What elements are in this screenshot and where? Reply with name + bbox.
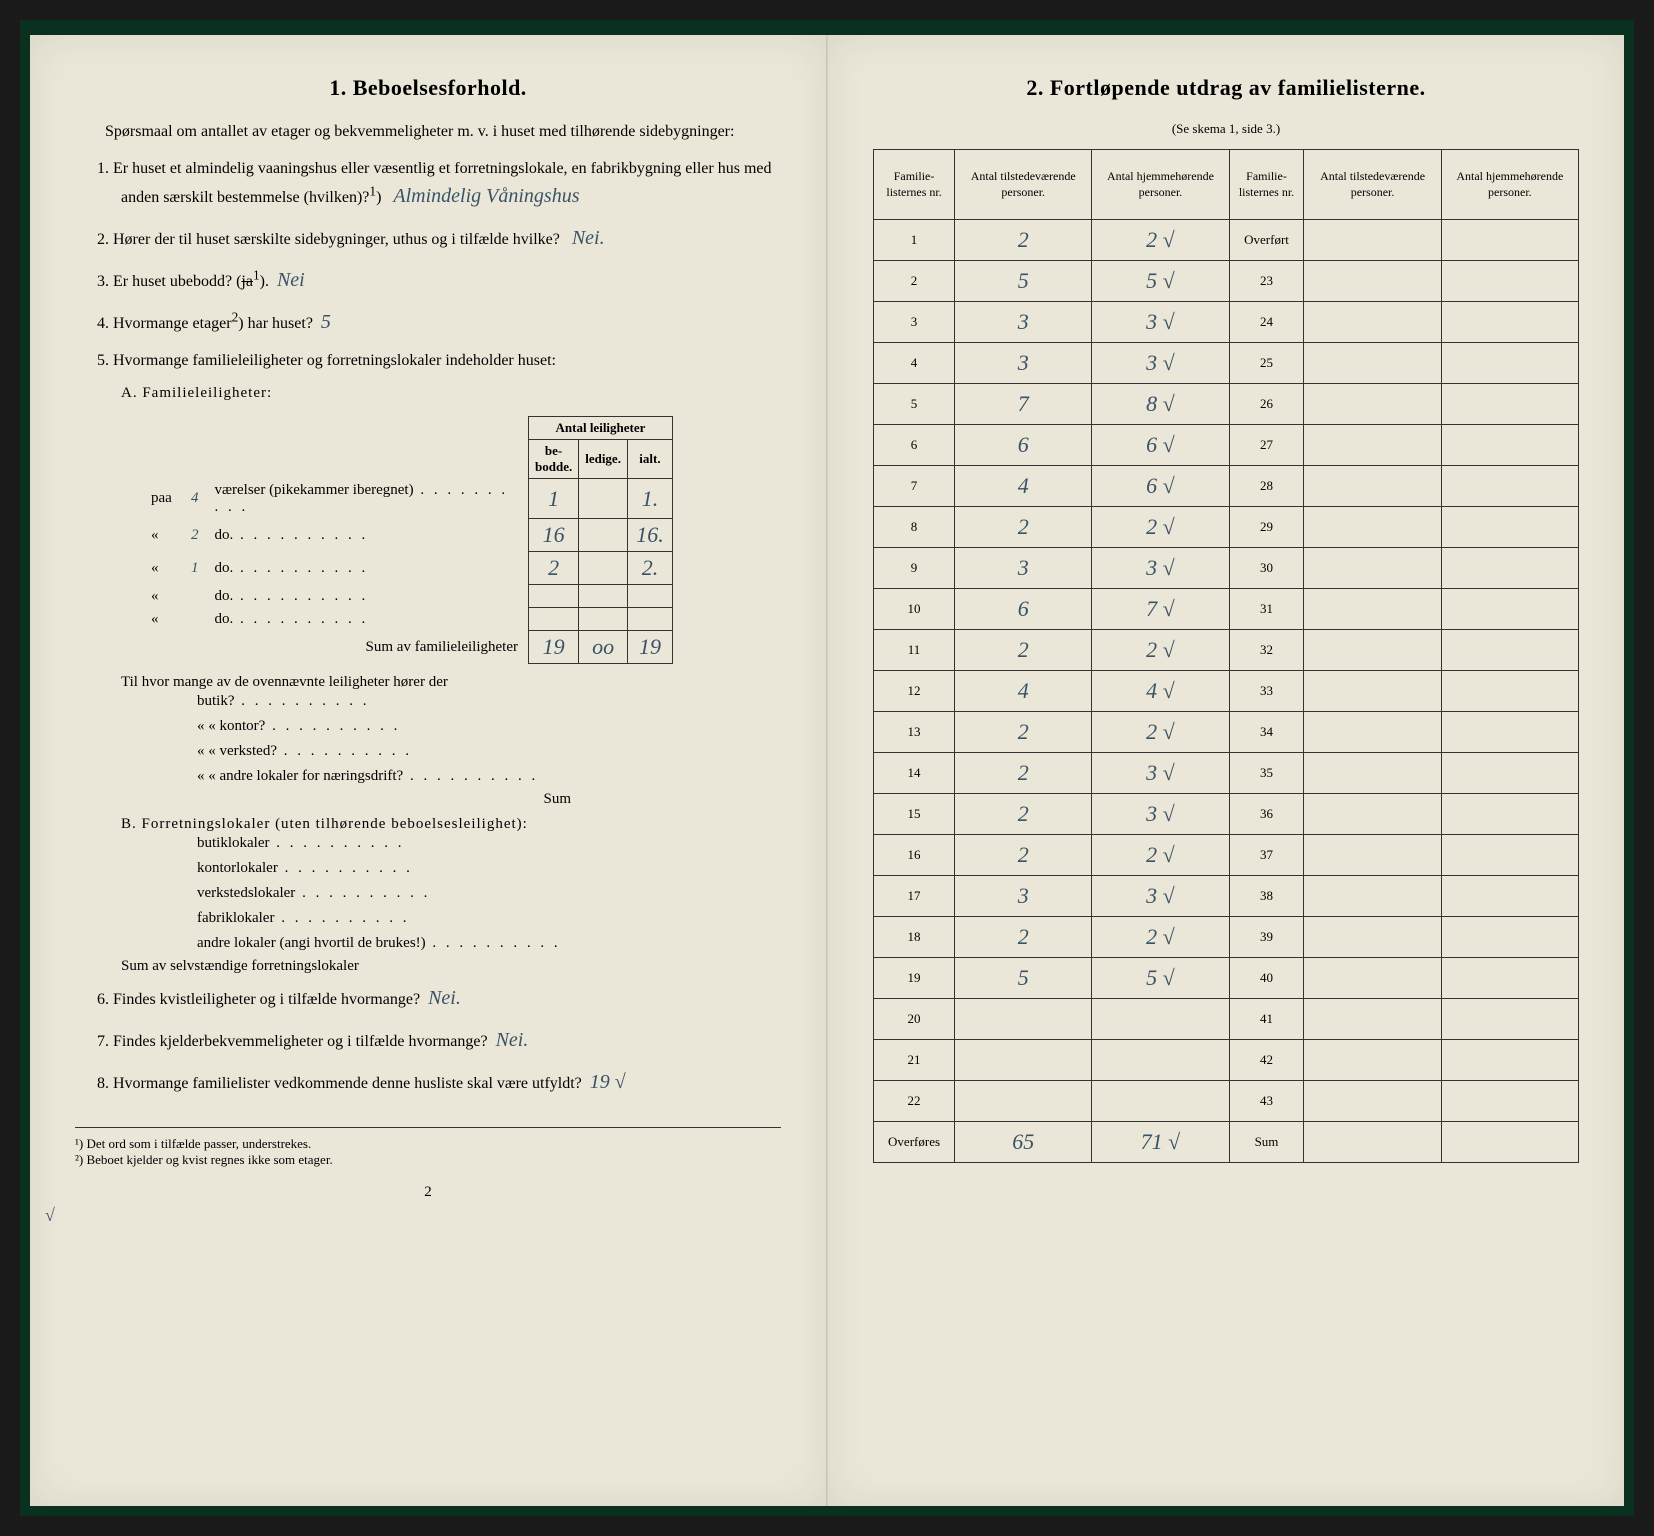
table-row: 17 3 3 √ 38 — [874, 876, 1579, 917]
question-2: 2. Hører der til huset særskilte sidebyg… — [75, 223, 781, 253]
list-item: verkstedslokaler — [197, 883, 781, 904]
table-row: « do. — [145, 585, 672, 608]
section-num: 2. — [1026, 75, 1044, 100]
question-7: 7. Findes kjelderbekvemmeligheter og i t… — [75, 1025, 781, 1055]
question-3: 3. Er huset ubebodd? (ja1). Nei — [75, 265, 781, 295]
table-row: 7 4 6 √ 28 — [874, 466, 1579, 507]
apartments-table: Antal leiligheter be-bodde. ledige. ialt… — [145, 416, 673, 664]
margin-check-icon: √ — [45, 1205, 55, 1226]
sum-row: Sum av familieleiligheter 19 oo 19 — [145, 631, 672, 664]
section-title-text: Beboelsesforhold. — [353, 75, 527, 100]
table-row: 4 3 3 √ 25 — [874, 343, 1579, 384]
table-row: « do. — [145, 608, 672, 631]
answer-8: 19 √ — [590, 1071, 626, 1093]
table-row: 2 5 5 √ 23 — [874, 261, 1579, 302]
table-row: 12 4 4 √ 33 — [874, 671, 1579, 712]
question-8: 8. Hvormange familielister vedkommende d… — [75, 1067, 781, 1097]
table-row: 10 6 7 √ 31 — [874, 589, 1579, 630]
list-item: butiklokaler — [197, 833, 781, 854]
answer-4: 5 — [321, 311, 331, 333]
table-row: 21 42 — [874, 1040, 1579, 1081]
table-row: 14 2 3 √ 35 — [874, 753, 1579, 794]
list-item: « « kontor? — [197, 716, 781, 737]
book-spread: √ 1. Beboelsesforhold. Spørsmaal om anta… — [20, 20, 1634, 1516]
footnotes: ¹) Det ord som i tilfælde passer, unders… — [75, 1127, 781, 1168]
question-6: 6. Findes kvistleiligheter og i tilfælde… — [75, 983, 781, 1013]
table-row: 11 2 2 √ 32 — [874, 630, 1579, 671]
section-a-title: A. Familieleiligheter: — [121, 385, 781, 402]
answer-3: Nei — [277, 269, 305, 291]
butik-section: Til hvor mange av de ovennævnte leilighe… — [121, 674, 781, 808]
list-item: butik? — [197, 691, 781, 712]
table-subheader-row: be-bodde. ledige. ialt. — [145, 440, 672, 479]
section-a-wrap: A. Familieleiligheter: — [121, 385, 781, 408]
table-row: 13 2 2 √ 34 — [874, 712, 1579, 753]
left-section-title: 1. Beboelsesforhold. — [75, 75, 781, 101]
table-header-row: Antal leiligheter — [145, 417, 672, 440]
page-number: 2 — [75, 1184, 781, 1201]
answer-6: Nei. — [428, 987, 461, 1009]
right-page: 2. Fortløpende utdrag av familielisterne… — [827, 35, 1624, 1506]
family-list-table: Familie-listernes nr. Antal tilstedevære… — [873, 149, 1579, 1163]
left-page: √ 1. Beboelsesforhold. Spørsmaal om anta… — [30, 35, 827, 1506]
table-row: 16 2 2 √ 37 — [874, 835, 1579, 876]
intro-text: Spørsmaal om antallet av etager og bekve… — [75, 121, 781, 143]
list-item: andre lokaler (angi hvortil de brukes!) — [197, 933, 781, 954]
table-row: 19 5 5 √ 40 — [874, 958, 1579, 999]
question-5: 5. Hvormange familieleiligheter og forre… — [75, 349, 781, 373]
table-row: 18 2 2 √ 39 — [874, 917, 1579, 958]
list-item: kontorlokaler — [197, 858, 781, 879]
list-item: « « verksted? — [197, 741, 781, 762]
right-subtitle: (Se skema 1, side 3.) — [873, 121, 1579, 137]
list-item: « « andre lokaler for næringsdrift? — [197, 766, 781, 787]
table-row: 20 41 — [874, 999, 1579, 1040]
right-section-title: 2. Fortløpende utdrag av familielisterne… — [873, 75, 1579, 101]
table-row: 6 6 6 √ 27 — [874, 425, 1579, 466]
answer-1: Almindelig Våningshus — [393, 185, 579, 207]
list-item: fabriklokaler — [197, 908, 781, 929]
table-row: 8 2 2 √ 29 — [874, 507, 1579, 548]
table-row: 22 43 — [874, 1081, 1579, 1122]
table-header-row: Familie-listernes nr. Antal tilstedevære… — [874, 150, 1579, 220]
table-row: 3 3 3 √ 24 — [874, 302, 1579, 343]
question-1: 1. Er huset et almindelig vaaningshus el… — [75, 157, 781, 211]
question-4: 4. Hvormange etager2) har huset? 5 — [75, 307, 781, 337]
table-row: 9 3 3 √ 30 — [874, 548, 1579, 589]
table-row: « 1 do. 2 2. — [145, 552, 672, 585]
table-row: paa 4 værelser (pikekammer iberegnet) 1 … — [145, 479, 672, 519]
section-title-text: Fortløpende utdrag av familielisterne. — [1050, 75, 1426, 100]
table-row: 15 2 3 √ 36 — [874, 794, 1579, 835]
section-b: B. Forretningslokaler (uten tilhørende b… — [121, 816, 781, 975]
answer-7: Nei. — [496, 1029, 529, 1051]
table-footer-row: Overføres 65 71 √ Sum — [874, 1122, 1579, 1163]
table-row: 1 2 2 √ Overført — [874, 220, 1579, 261]
table-row: 5 7 8 √ 26 — [874, 384, 1579, 425]
answer-2: Nei. — [572, 227, 605, 249]
section-num: 1. — [329, 75, 347, 100]
table-row: « 2 do. 16 16. — [145, 519, 672, 552]
